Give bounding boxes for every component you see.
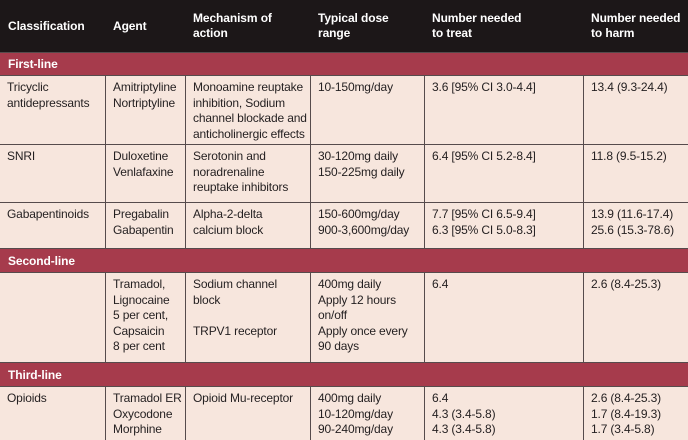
cell-nnt: 6.4 [95% CI 5.2-8.4] — [424, 144, 583, 202]
cell-classification: Gabapentinoids — [0, 202, 105, 248]
cell-agent: Tramadol ER Oxycodone Morphine — [105, 386, 185, 440]
section-band-second-line: Second-line — [0, 248, 688, 272]
cell-nnt: 7.7 [95% CI 6.5-9.4] 6.3 [95% CI 5.0-8.3… — [424, 202, 583, 248]
cell-mechanism: Monoamine reuptake inhibition, Sodium ch… — [185, 75, 310, 144]
cell-nnh: 13.4 (9.3-24.4) — [583, 75, 688, 144]
cell-mechanism: Sodium channel block TRPV1 receptor — [185, 272, 310, 362]
cell-classification: Tricyclic antidepressants — [0, 75, 105, 144]
cell-agent: Duloxetine Venlafaxine — [105, 144, 185, 202]
cell-nnt: 6.4 4.3 (3.4-5.8) 4.3 (3.4-5.8) — [424, 386, 583, 440]
cell-nnh: 2.6 (8.4-25.3) — [583, 272, 688, 362]
cell-nnt: 6.4 — [424, 272, 583, 362]
cell-classification — [0, 272, 105, 362]
cell-classification: Opioids — [0, 386, 105, 440]
col-header-agent: Agent — [105, 0, 185, 52]
cell-classification: SNRI — [0, 144, 105, 202]
cell-dose: 150-600mg/day 900-3,600mg/day — [310, 202, 424, 248]
cell-nnh: 13.9 (11.6-17.4) 25.6 (15.3-78.6) — [583, 202, 688, 248]
cell-agent: Pregabalin Gabapentin — [105, 202, 185, 248]
col-header-dose-range: Typical dose range — [310, 0, 424, 52]
cell-dose: 30-120mg daily 150-225mg daily — [310, 144, 424, 202]
cell-mechanism: Serotonin and noradrenaline reuptake inh… — [185, 144, 310, 202]
col-header-classification: Classification — [0, 0, 105, 52]
section-band-third-line: Third-line — [0, 362, 688, 386]
cell-dose: 400mg daily Apply 12 hours on/off Apply … — [310, 272, 424, 362]
cell-mechanism: Alpha-2-delta calcium block — [185, 202, 310, 248]
cell-agent: Tramadol, Lignocaine 5 per cent, Capsaic… — [105, 272, 185, 362]
cell-mechanism: Opioid Mu-receptor — [185, 386, 310, 440]
cell-agent: Amitriptyline Nortriptyline — [105, 75, 185, 144]
cell-nnh: 11.8 (9.5-15.2) — [583, 144, 688, 202]
cell-dose: 400mg daily 10-120mg/day 90-240mg/day — [310, 386, 424, 440]
section-band-first-line: First-line — [0, 52, 688, 75]
cell-nnh: 2.6 (8.4-25.3) 1.7 (8.4-19.3) 1.7 (3.4-5… — [583, 386, 688, 440]
cell-nnt: 3.6 [95% CI 3.0-4.4] — [424, 75, 583, 144]
cell-dose: 10-150mg/day — [310, 75, 424, 144]
col-header-mechanism: Mechanism of action — [185, 0, 310, 52]
col-header-number-needed-to-harm: Number needed to harm — [583, 0, 688, 52]
col-header-number-needed-to-treat: Number needed to treat — [424, 0, 583, 52]
